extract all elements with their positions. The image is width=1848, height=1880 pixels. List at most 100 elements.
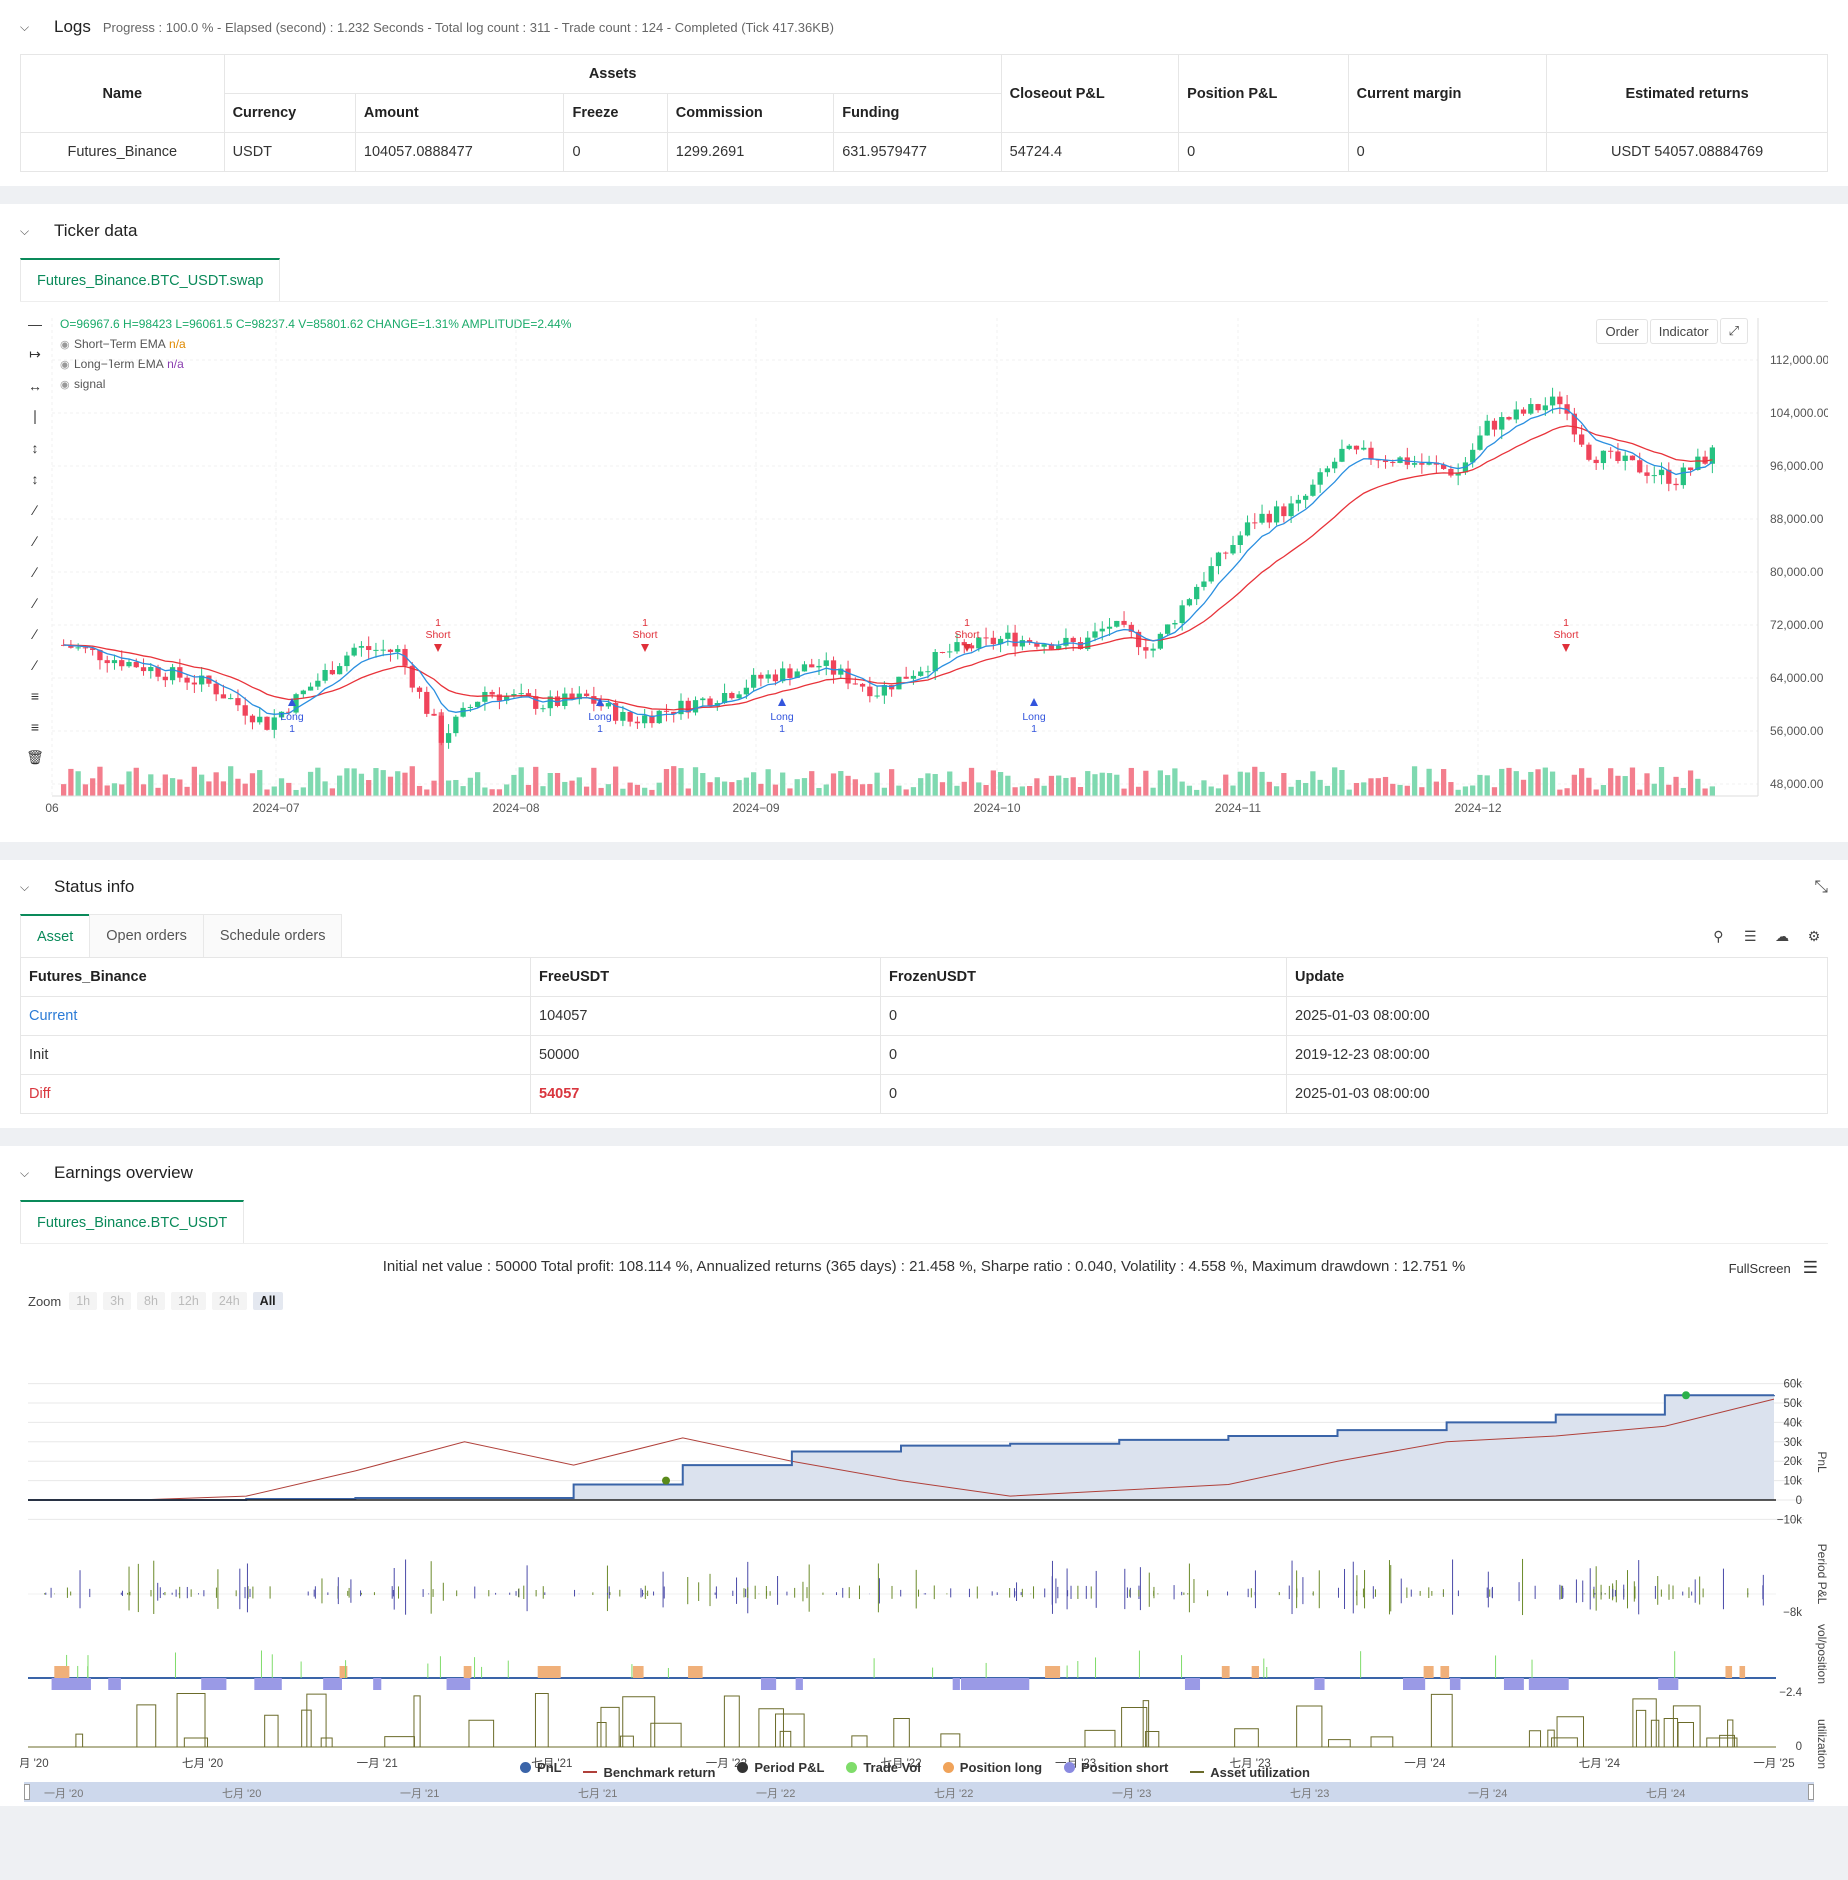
logs-panel: ⌵ Logs Progress : 100.0 % - Elapsed (sec… — [0, 0, 1848, 186]
cell-update: 2019-12-23 08:00:00 — [1286, 1035, 1828, 1075]
signal-arrow — [596, 698, 604, 706]
tab-ticker-symbol[interactable]: Futures_Binance.BTC_USDT.swap — [20, 258, 281, 301]
gear-icon[interactable]: ⚙ — [1807, 928, 1821, 944]
navigator-scrollbar[interactable]: 一月 '20 七月 '20 一月 '21 七月 '21 一月 '22 七月 '22 一月 '… — [24, 1782, 1814, 1802]
candle-body — [104, 660, 110, 664]
segment-tool-icon[interactable]: ∕ — [33, 563, 37, 580]
y-tick-label: 80,000.00 — [1770, 565, 1824, 579]
legend-benchmark[interactable]: Benchmark return — [583, 1765, 715, 1780]
horizontal-segment-tool-icon[interactable]: ↔ — [28, 377, 42, 394]
legend-marker — [1190, 1771, 1205, 1773]
zoom-label: Zoom — [28, 1293, 62, 1309]
ticker-header[interactable]: ⌵ Ticker data — [0, 204, 1848, 258]
position-short-bar — [760, 1678, 777, 1690]
search-icon[interactable]: ⚲ — [1713, 928, 1724, 944]
multi-line-tool-icon[interactable]: ≡ — [30, 718, 40, 735]
legend-asset-utilization[interactable]: Asset utilization — [1190, 1765, 1310, 1780]
zoom-3h-button[interactable]: 3h — [103, 1292, 132, 1310]
ray-line-tool-icon[interactable]: ∕ — [33, 532, 37, 549]
y-tick-label: 64,000.00 — [1770, 671, 1824, 685]
volume-bar — [97, 766, 103, 796]
chevron-down-icon[interactable]: ⌵ — [20, 879, 30, 894]
tab-asset[interactable]: Asset — [20, 914, 91, 957]
candle-body — [990, 637, 996, 645]
zoom-12h-button[interactable]: 12h — [170, 1292, 206, 1310]
legend-position-short[interactable]: Position short — [1064, 1760, 1168, 1775]
expand-icon[interactable]: ⤢ — [1719, 318, 1748, 344]
tab-schedule-orders[interactable]: Schedule orders — [202, 914, 343, 957]
trash-icon[interactable]: 🗑 — [26, 749, 44, 765]
list-icon[interactable]: ☰ — [1743, 928, 1757, 944]
volume-bar — [983, 784, 989, 796]
horizontal-lines-tool-icon[interactable]: ≡ — [30, 687, 40, 704]
chevron-down-icon[interactable]: ⌵ — [20, 223, 30, 238]
parallel-channel-tool-icon[interactable]: ∕ — [33, 625, 37, 642]
tab-open-orders[interactable]: Open orders — [89, 914, 204, 957]
row-label-current[interactable]: Current — [20, 996, 531, 1036]
candlestick-chart[interactable]: — ↦ ↔ ∣ ↕ ↕ ∕ ∕ ∕ ∕ ∕ ∕ ≡ ≡ 🗑 O=96967.6 … — [20, 308, 1828, 828]
earnings-header[interactable]: ⌵ Earnings overview — [0, 1146, 1848, 1200]
order-button[interactable]: Order — [1596, 318, 1648, 344]
hamburger-menu-icon[interactable]: ☰ — [1802, 1258, 1818, 1277]
vertical-ray-tool-icon[interactable]: ↕ — [31, 439, 39, 456]
cloud-download-icon[interactable]: ☁ — [1775, 928, 1790, 944]
candle-body — [1332, 461, 1338, 469]
volume-bar — [649, 789, 655, 796]
cell-free: 54057 — [530, 1074, 881, 1114]
status-header[interactable]: ⌵ Status info ⤡ — [0, 860, 1848, 914]
position-long-bar — [1725, 1666, 1733, 1678]
volume-bar — [830, 773, 837, 796]
earnings-chart[interactable]: Initial net value : 50000 Total profit: … — [20, 1244, 1828, 1804]
logs-header[interactable]: ⌵ Logs Progress : 100.0 % - Elapsed (sec… — [0, 0, 1848, 54]
position-long-bar — [632, 1666, 644, 1678]
chevron-down-icon[interactable]: ⌵ — [20, 19, 30, 34]
zoom-all-button[interactable]: All — [252, 1292, 283, 1310]
price-line-tool-icon[interactable]: ∕ — [33, 594, 37, 611]
eye-icon[interactable]: ◉ — [60, 338, 70, 351]
volume-bar — [961, 781, 967, 796]
candle-body — [300, 690, 306, 695]
candle-body — [671, 711, 677, 715]
volume-bar — [845, 775, 851, 796]
candle-body — [649, 715, 655, 724]
navigator-handle-left[interactable] — [24, 1784, 30, 1800]
volume-bar — [337, 775, 343, 796]
vertical-segment-tool-icon[interactable]: ↕ — [31, 470, 39, 487]
volume-bar — [213, 772, 219, 796]
fullscreen-button[interactable]: FullScreen — [1728, 1260, 1791, 1276]
zoom-1h-button[interactable]: 1h — [69, 1292, 98, 1310]
volume-bar — [409, 766, 415, 796]
volume-bar — [431, 780, 437, 796]
candle-body — [97, 649, 103, 661]
candle-body — [504, 695, 510, 701]
legend-marker — [583, 1771, 598, 1773]
chevron-down-icon[interactable]: ⌵ — [20, 1165, 30, 1180]
candle-body — [1303, 495, 1309, 500]
legend-signal[interactable]: ◉ signal — [60, 377, 106, 391]
candle-body — [1157, 633, 1163, 649]
zoom-8h-button[interactable]: 8h — [137, 1292, 165, 1310]
legend-pnl[interactable]: PnL — [520, 1760, 562, 1775]
horizontal-ray-tool-icon[interactable]: ↦ — [29, 346, 41, 362]
candle-body — [82, 647, 89, 649]
eye-icon[interactable]: ◉ — [60, 378, 70, 391]
volume-bar — [874, 772, 880, 796]
volume-bar — [249, 773, 256, 796]
legend-short-ema[interactable]: ◉ Short−Term EMA n/a — [60, 337, 186, 351]
indicator-button[interactable]: Indicator — [1649, 318, 1718, 344]
legend-position-long[interactable]: Position long — [942, 1760, 1042, 1775]
legend-period-pnl[interactable]: Period P&L — [737, 1760, 824, 1775]
collapse-icon[interactable]: ⤡ — [1814, 877, 1828, 896]
eye-icon[interactable]: ◉ — [60, 358, 70, 371]
horizontal-line-tool-icon[interactable]: — — [28, 315, 42, 332]
trend-line-tool-icon[interactable]: ∕ — [33, 501, 37, 518]
vertical-line-tool-icon[interactable]: ∣ — [31, 408, 39, 424]
legend-trade-vol[interactable]: Trade Vol — [846, 1760, 921, 1775]
tab-earnings-symbol[interactable]: Futures_Binance.BTC_USDT — [20, 1200, 245, 1243]
fibonacci-tool-icon[interactable]: ∕ — [33, 656, 37, 673]
candle-body — [1063, 637, 1069, 646]
signal-label: Short — [1553, 629, 1578, 641]
signal-label: Long — [1022, 711, 1046, 723]
zoom-24h-button[interactable]: 24h — [211, 1292, 247, 1310]
navigator-handle-right[interactable] — [1808, 1784, 1814, 1800]
